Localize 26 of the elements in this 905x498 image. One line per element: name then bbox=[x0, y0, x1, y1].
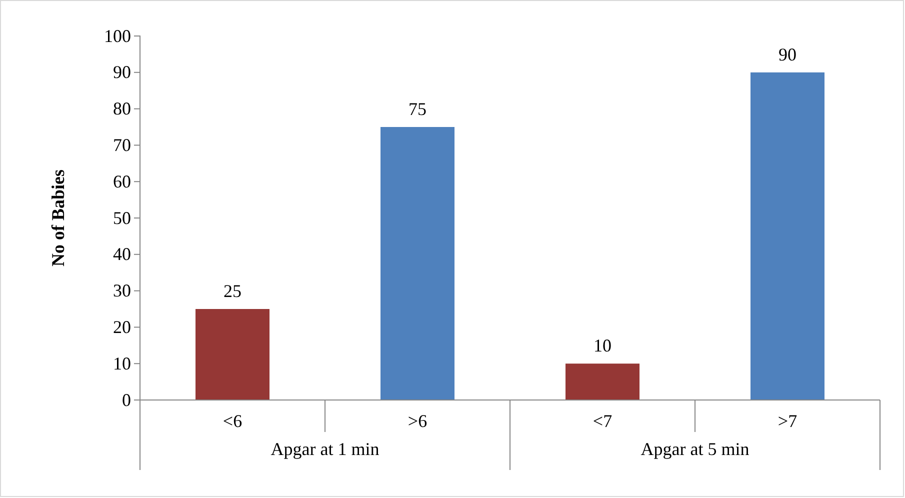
y-tick-label: 0 bbox=[122, 390, 131, 410]
data-label: 90 bbox=[778, 44, 796, 64]
text: Apgar at 1 min bbox=[270, 439, 380, 459]
bar bbox=[380, 127, 454, 400]
bar bbox=[566, 364, 640, 400]
y-tick-label: 50 bbox=[113, 208, 131, 228]
y-tick-label: 70 bbox=[113, 134, 131, 155]
data-label: 25 bbox=[224, 281, 242, 301]
x-tick-label: >6 bbox=[408, 411, 428, 431]
bar bbox=[750, 72, 824, 400]
y-tick-label: 20 bbox=[113, 316, 131, 337]
y-tick-label: 40 bbox=[113, 244, 131, 264]
x-tick-label: <6 bbox=[222, 411, 242, 431]
data-label: 10 bbox=[594, 336, 612, 356]
x-tick-label: <7 bbox=[592, 411, 612, 431]
y-axis-title: No of Babies bbox=[48, 169, 68, 267]
y-tick-label: 100 bbox=[104, 26, 131, 46]
bar bbox=[196, 309, 270, 400]
y-tick-label: 30 bbox=[113, 280, 131, 301]
y-tick-label: 90 bbox=[113, 62, 131, 82]
data-label: 75 bbox=[408, 99, 426, 119]
y-tick-label: 60 bbox=[113, 171, 131, 192]
y-tick-label: 80 bbox=[113, 98, 131, 119]
y-tick-label: 10 bbox=[113, 353, 131, 374]
x-tick-label: >7 bbox=[778, 411, 798, 431]
text: Apgar at 5 min bbox=[640, 439, 750, 459]
